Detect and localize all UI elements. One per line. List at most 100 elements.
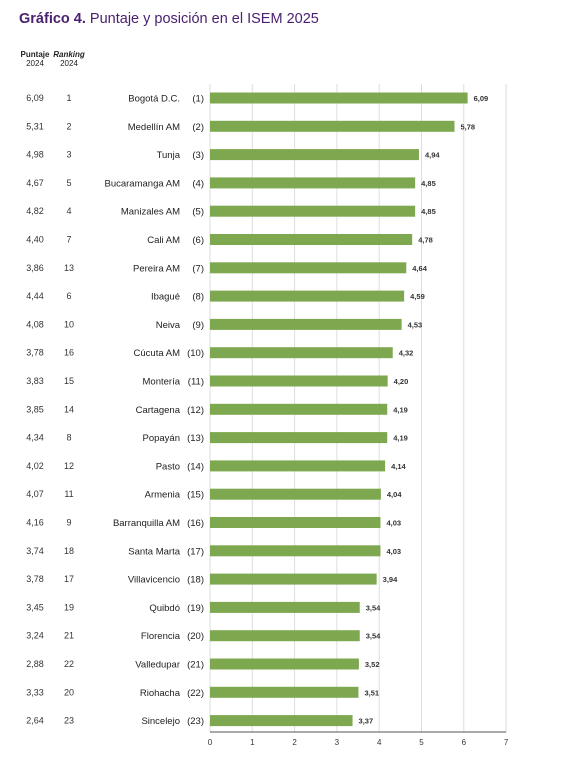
data-label: 4,03 <box>386 519 401 528</box>
score-2024-value: 4,44 <box>26 291 44 301</box>
rank-2025-label: (8) <box>192 292 204 303</box>
score-2024-value: 6,09 <box>26 93 44 103</box>
category-label: Tunja <box>157 150 181 161</box>
data-label: 3,51 <box>364 688 379 697</box>
rank-2025-label: (21) <box>187 660 204 671</box>
data-label: 4,32 <box>399 349 414 358</box>
rank-2024-value: 20 <box>64 687 74 697</box>
score-2024-value: 4,98 <box>26 150 44 160</box>
rank-2024-value: 4 <box>66 206 71 216</box>
bar <box>210 120 455 132</box>
rank-2025-label: (1) <box>192 94 204 105</box>
category-label: Montería <box>143 377 181 388</box>
rank-2024-value: 19 <box>64 602 74 612</box>
score-2024-value: 2,88 <box>26 659 44 669</box>
bar <box>210 403 388 415</box>
category-label: Cartagena <box>136 405 181 416</box>
score-2024-value: 3,45 <box>26 602 44 612</box>
data-label: 4,20 <box>394 377 409 386</box>
x-tick-label: 6 <box>462 738 467 747</box>
data-label: 4,64 <box>412 264 427 273</box>
rank-2025-label: (23) <box>187 716 204 727</box>
chart-title-text: Puntaje y posición en el ISEM 2025 <box>89 11 319 27</box>
rank-2024-value: 3 <box>66 150 71 160</box>
rank-2024-value: 17 <box>64 574 74 584</box>
rank-2024-value: 13 <box>64 263 74 273</box>
bar <box>210 318 402 330</box>
bar <box>210 347 393 359</box>
score-2024-value: 4,02 <box>26 461 44 471</box>
data-label: 4,53 <box>408 320 423 329</box>
rank-2024-value: 1 <box>66 93 71 103</box>
bar <box>210 517 381 528</box>
rank-2025-label: (12) <box>187 405 204 416</box>
rank-2024-value: 16 <box>64 348 74 358</box>
x-tick-label: 2 <box>292 738 297 747</box>
bar <box>210 205 416 217</box>
rank-2024-value: 15 <box>64 376 74 386</box>
category-label: Florencia <box>141 631 181 642</box>
category-label: Bucaramanga AM <box>104 178 180 189</box>
category-label: Barranquilla AM <box>113 518 180 529</box>
bar <box>210 290 405 302</box>
rank-2024-value: 5 <box>66 178 71 188</box>
data-label: 4,19 <box>393 405 408 414</box>
chart-title-number: Gráfico 4. <box>19 11 86 27</box>
category-label: Riohacha <box>140 688 181 699</box>
data-label: 3,54 <box>366 603 381 612</box>
data-label: 4,04 <box>387 490 402 499</box>
rank-2024-value: 9 <box>66 518 71 528</box>
rank-2025-label: (4) <box>192 178 204 189</box>
rank-2025-label: (2) <box>192 122 204 133</box>
data-label: 4,59 <box>410 292 425 301</box>
bar <box>210 715 353 727</box>
rank-header-line2: 2024 <box>60 59 78 68</box>
rank-2024-value: 2 <box>66 121 71 131</box>
bar <box>210 262 407 274</box>
score-2024-value: 3,24 <box>26 631 44 641</box>
category-label: Pasto <box>156 461 180 472</box>
rank-2024-value: 6 <box>66 291 71 301</box>
bar <box>210 630 360 642</box>
bar <box>210 545 381 557</box>
category-label: Manizales AM <box>121 207 180 218</box>
bar <box>210 488 381 500</box>
score-2024-value: 4,40 <box>26 235 44 245</box>
data-label: 4,78 <box>418 236 433 245</box>
bar <box>210 686 359 698</box>
category-label: Armenia <box>145 490 181 501</box>
score-header-line2: 2024 <box>26 59 44 68</box>
category-label: Neiva <box>156 320 181 331</box>
rank-2025-label: (22) <box>187 688 204 699</box>
x-tick-label: 5 <box>419 738 424 747</box>
category-label: Sincelejo <box>141 716 180 727</box>
x-tick-label: 3 <box>335 738 340 747</box>
data-label: 4,19 <box>393 434 408 443</box>
x-tick-label: 4 <box>377 738 382 747</box>
x-tick-label: 0 <box>208 738 213 747</box>
rank-2025-label: (6) <box>192 235 204 246</box>
rank-2024-value: 7 <box>66 235 71 245</box>
category-label: Quibdó <box>149 603 180 614</box>
rank-2025-label: (13) <box>187 433 204 444</box>
rank-2025-label: (15) <box>187 490 204 501</box>
bar <box>210 432 388 444</box>
category-label: Bogotá D.C. <box>128 94 180 105</box>
rank-2024-value: 21 <box>64 631 74 641</box>
score-2024-value: 3,78 <box>26 574 44 584</box>
rank-2024-value: 14 <box>64 404 74 414</box>
rank-2025-label: (17) <box>187 546 204 557</box>
data-label: 4,85 <box>421 179 436 188</box>
data-label: 6,09 <box>474 94 489 103</box>
score-2024-value: 4,82 <box>26 206 44 216</box>
chart-title: Gráfico 4. Puntaje y posición en el ISEM… <box>19 11 319 27</box>
rank-2025-label: (14) <box>187 461 204 472</box>
score-header-line1: Puntaje <box>20 50 50 59</box>
data-label: 3,37 <box>359 717 374 726</box>
bar <box>210 460 386 472</box>
bar <box>210 177 416 189</box>
category-label: Cali AM <box>147 235 180 246</box>
rank-header-line1: Ranking <box>53 50 85 59</box>
bar <box>210 601 360 613</box>
